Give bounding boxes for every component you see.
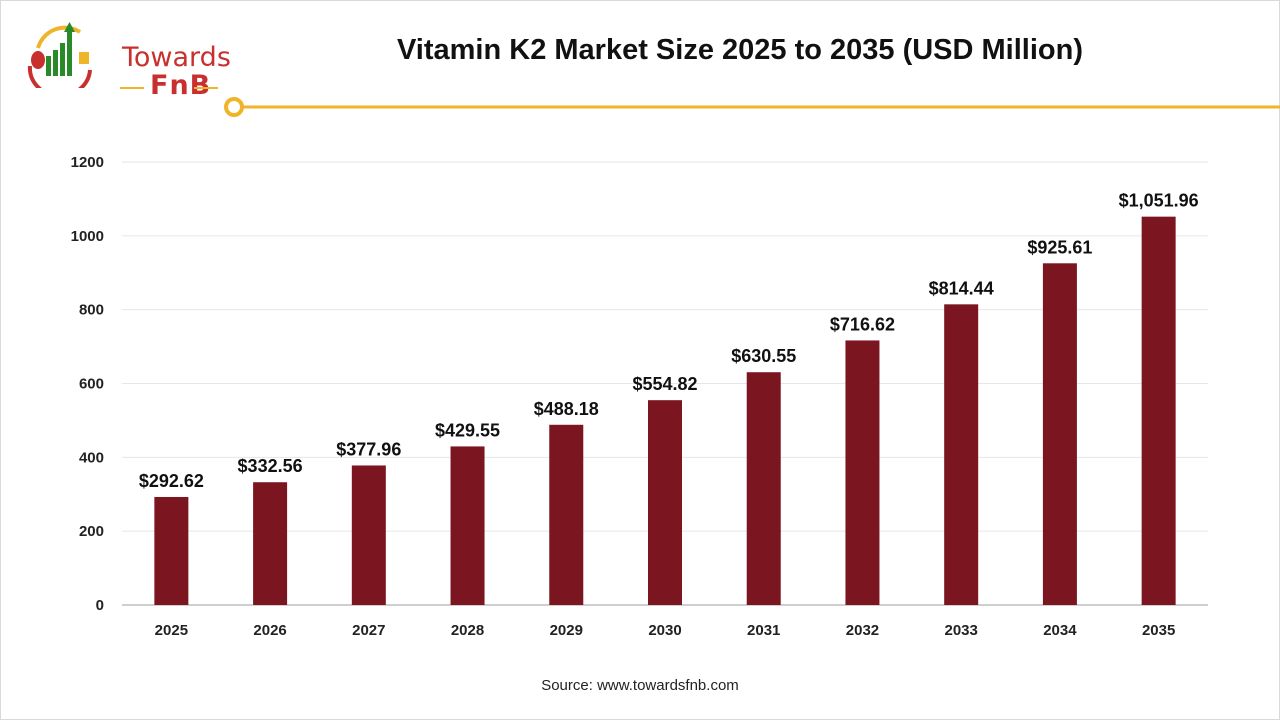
bar-2028 <box>450 446 485 605</box>
x-tick-label: 2027 <box>352 622 385 639</box>
bar-2034 <box>1042 263 1077 605</box>
data-label: $332.56 <box>238 456 303 476</box>
data-label: $1,051.96 <box>1119 191 1199 211</box>
x-tick-label: 2035 <box>1142 622 1175 639</box>
x-tick-label: 2030 <box>648 622 681 639</box>
bar-2025 <box>154 496 189 605</box>
x-tick-label: 2031 <box>747 622 780 639</box>
bar-2035 <box>1141 216 1176 605</box>
chart-title: Vitamin K2 Market Size 2025 to 2035 (USD… <box>396 34 1084 66</box>
source-note: Source: www.towardsfnb.com <box>541 677 739 694</box>
data-label: $429.55 <box>435 420 500 440</box>
title-underline <box>224 97 1280 117</box>
y-tick-label: 1000 <box>71 228 104 245</box>
y-tick-label: 0 <box>96 597 104 614</box>
bar-2029 <box>549 424 584 605</box>
x-tick-label: 2025 <box>155 622 188 639</box>
x-tick-label: 2033 <box>944 622 977 639</box>
logo-text: Towards <box>122 42 231 73</box>
bar-2033 <box>944 304 979 605</box>
x-tick-label: 2032 <box>846 622 879 639</box>
y-tick-label: 1200 <box>71 154 104 171</box>
data-label: $488.18 <box>534 399 599 419</box>
y-tick-label: 200 <box>79 523 104 540</box>
data-label: $925.61 <box>1027 237 1092 257</box>
data-label: $814.44 <box>929 278 994 298</box>
logo-text-fnb: FnB <box>150 70 212 101</box>
logo-icon <box>27 22 92 99</box>
y-tick-label: 400 <box>79 449 104 466</box>
bar-2030 <box>648 400 682 605</box>
towards-fnb-logo: Towards FnB <box>24 18 231 101</box>
x-tick-label: 2034 <box>1043 622 1077 639</box>
y-tick-label: 800 <box>79 302 104 319</box>
data-label: $292.62 <box>139 471 204 491</box>
y-tick-label: 600 <box>79 376 104 393</box>
x-tick-label: 2026 <box>253 622 286 639</box>
bar-2027 <box>351 465 386 605</box>
bar-2032 <box>845 340 880 605</box>
bar-2026 <box>253 482 288 605</box>
data-label: $554.82 <box>632 374 697 394</box>
data-label: $377.96 <box>336 439 401 459</box>
data-label: $630.55 <box>731 346 796 366</box>
x-tick-label: 2028 <box>451 622 484 639</box>
data-label: $716.62 <box>830 314 895 334</box>
bar-2031 <box>746 372 781 605</box>
x-tick-label: 2029 <box>550 622 583 639</box>
